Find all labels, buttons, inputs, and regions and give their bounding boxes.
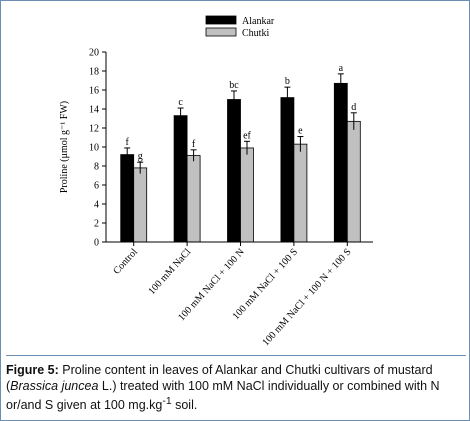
y-tick-label: 8 (94, 162, 99, 173)
caption-text-2: L.) treated with 100 mM NaCl individuall… (6, 379, 440, 413)
significance-letter: b (285, 76, 290, 87)
bar-alankar-4 (280, 97, 295, 243)
y-tick-label: 6 (94, 181, 99, 192)
bar-alankar-1 (120, 154, 135, 243)
figure-caption: Figure 5: Proline content in leaves of A… (6, 355, 466, 413)
significance-letter: bc (229, 80, 239, 91)
bar-alankar-2 (173, 115, 188, 243)
bar-alankar-3 (227, 99, 241, 243)
caption-text-1: Proline content in leaves of Alankar and… (6, 363, 433, 393)
significance-letter: g (138, 151, 143, 162)
caption-species: Brassica juncea (10, 379, 99, 393)
y-tick-label: 16 (89, 86, 99, 97)
x-tick-label: 100 mM NaCl + 100 N + 100 S (260, 247, 353, 349)
significance-letter: f (126, 137, 130, 148)
caption-text-3: soil. (171, 398, 198, 413)
y-tick-label: 18 (89, 67, 99, 78)
y-tick-label: 12 (89, 124, 99, 135)
bar-chutki-3 (240, 147, 254, 243)
bar-chutki-2 (186, 155, 201, 243)
y-tick-label: 10 (89, 143, 99, 154)
significance-letter: a (339, 63, 344, 74)
legend-swatch-alankar (205, 15, 237, 25)
y-axis: 0 2 4 6 8 10 12 14 16 18 20 (89, 48, 107, 249)
caption-superscript: -1 (162, 396, 172, 407)
y-tick-label: 20 (89, 48, 99, 59)
significance-letter: d (351, 102, 356, 113)
bar-chutki-5 (346, 120, 361, 243)
y-tick-label: 0 (94, 238, 99, 249)
legend-label-chutki: Chutki (242, 28, 269, 39)
x-tick-label: Control (111, 246, 140, 276)
legend-swatch-chutki (205, 27, 237, 37)
y-tick-label: 14 (89, 105, 99, 116)
bar-chutki-4 (293, 143, 308, 243)
bar-alankar-5 (333, 82, 348, 243)
significance-letter: ef (243, 130, 251, 141)
y-tick-label: 4 (94, 200, 99, 211)
significance-letter: e (298, 126, 303, 137)
bar-chutki-1 (133, 167, 148, 243)
x-tick-label: 100 mM NaCl (146, 246, 193, 296)
y-axis-label: Proline (μmol g⁻¹ FW) (59, 101, 70, 193)
significance-letter: f (192, 139, 196, 150)
legend-label-alankar: Alankar (242, 16, 275, 27)
significance-letter: c (178, 97, 183, 108)
caption-label: Figure 5: (6, 363, 59, 377)
y-tick-label: 2 (94, 219, 99, 230)
